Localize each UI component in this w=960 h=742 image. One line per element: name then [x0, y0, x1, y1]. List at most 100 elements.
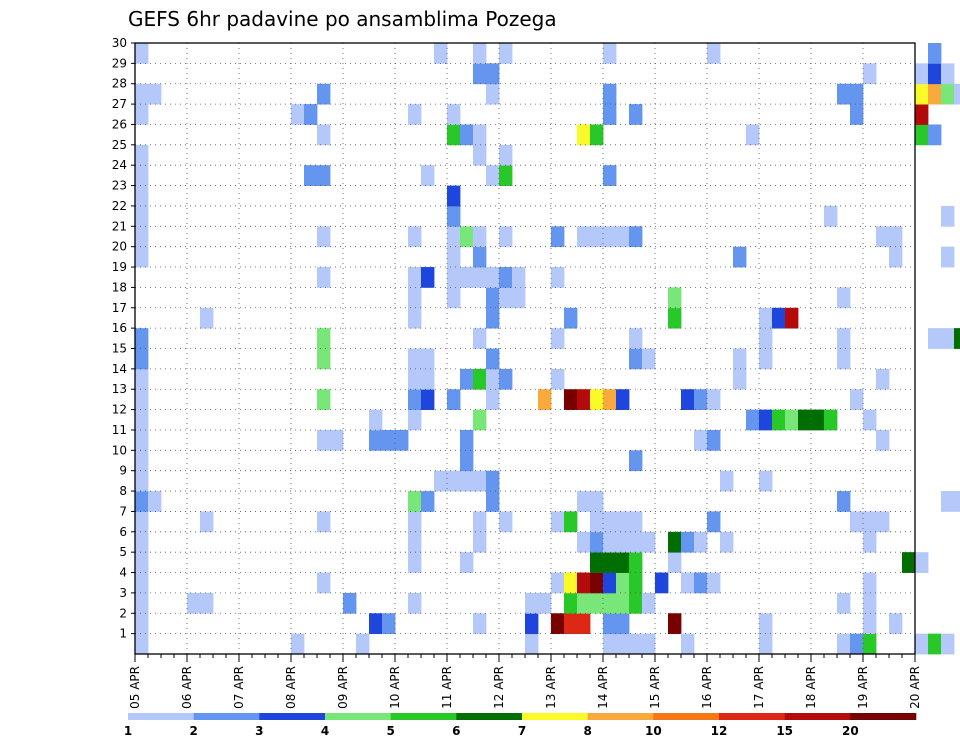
- heatmap-cell: [408, 267, 422, 288]
- y-tick-label: 13: [112, 382, 127, 396]
- heatmap-cell: [603, 592, 617, 614]
- heatmap-cell: [291, 633, 305, 655]
- heatmap-cell: [551, 613, 565, 635]
- heatmap-cell: [551, 368, 565, 390]
- heatmap-cell: [460, 429, 474, 451]
- heatmap-cell: [681, 531, 695, 553]
- heatmap-cell: [824, 409, 838, 431]
- heatmap-cell: [473, 63, 487, 85]
- heatmap-cell: [473, 226, 487, 248]
- heatmap-cell: [876, 368, 890, 390]
- heatmap-cell: [915, 63, 929, 85]
- colorbar-segment: [850, 713, 917, 720]
- heatmap-cell: [837, 633, 851, 655]
- heatmap-cell: [473, 328, 487, 349]
- heatmap-cell: [486, 491, 500, 512]
- colorbar-segment: [587, 713, 654, 720]
- heatmap-cell: [447, 470, 461, 492]
- heatmap-cell: [590, 226, 604, 248]
- heatmap-cell: [928, 43, 942, 64]
- heatmap-cell: [447, 246, 461, 268]
- heatmap-cell: [486, 83, 500, 105]
- heatmap-cell: [577, 491, 591, 512]
- heatmap-cell: [590, 552, 604, 573]
- colorbar-segment: [456, 713, 523, 720]
- heatmap-cell: [603, 613, 617, 635]
- heatmap-cell: [135, 633, 149, 655]
- heatmap-cell: [720, 470, 734, 492]
- heatmap-cell: [603, 104, 617, 125]
- heatmap-cell: [928, 63, 942, 85]
- heatmap-cell: [889, 246, 903, 268]
- heatmap-cell: [954, 83, 960, 105]
- heatmap-cell: [473, 613, 487, 635]
- x-tick-label: 12 APR: [492, 666, 506, 709]
- heatmap-cell: [421, 368, 435, 390]
- heatmap-cell: [551, 511, 565, 533]
- heatmap-cell: [473, 144, 487, 166]
- heatmap-cell: [408, 348, 422, 370]
- heatmap-cell: [915, 124, 929, 146]
- heatmap-cell: [941, 491, 955, 512]
- y-tick-label: 24: [112, 158, 127, 172]
- heatmap-cell: [317, 572, 331, 594]
- heatmap-cell: [759, 348, 773, 370]
- y-tick-label: 26: [112, 117, 127, 131]
- heatmap-cell: [746, 124, 760, 146]
- heatmap-cell: [317, 511, 331, 533]
- heatmap-cell: [135, 165, 149, 186]
- heatmap-cell: [707, 511, 721, 533]
- heatmap-cell: [135, 572, 149, 594]
- heatmap-cell: [135, 613, 149, 635]
- heatmap-cell: [551, 328, 565, 349]
- heatmap-cell: [564, 307, 578, 329]
- heatmap-cell: [460, 470, 474, 492]
- heatmap-cell: [187, 592, 201, 614]
- heatmap-cell: [304, 165, 318, 186]
- heatmap-cell: [486, 389, 500, 410]
- heatmap-cell: [317, 124, 331, 146]
- heatmap-cell: [408, 491, 422, 512]
- x-tick-label: 08 APR: [284, 666, 298, 709]
- heatmap-cell: [304, 104, 318, 125]
- x-tick-labels: 05 APR 06 APR 07 APR 08 APR 09 APR 10 APR 11 A…: [128, 666, 922, 709]
- heatmap-cell: [421, 165, 435, 186]
- colorbar-segment: [784, 713, 851, 720]
- heatmap-cell: [629, 104, 643, 125]
- heatmap-cell: [434, 470, 448, 492]
- heatmap-cell: [499, 144, 513, 166]
- heatmap-cell: [707, 43, 721, 64]
- heatmap-cell: [473, 267, 487, 288]
- heatmap-cell: [473, 511, 487, 533]
- y-tick-label: 5: [119, 545, 127, 559]
- heatmap-cell: [941, 63, 955, 85]
- heatmap-cell: [499, 368, 513, 390]
- heatmap-cell: [291, 104, 305, 125]
- heatmap-cell: [928, 633, 942, 655]
- heatmap-cell: [135, 389, 149, 410]
- heatmap-cell: [473, 409, 487, 431]
- heatmap-cell: [577, 613, 591, 635]
- heatmap-cell: [551, 226, 565, 248]
- heatmap-cell: [447, 226, 461, 248]
- heatmap-cell: [499, 511, 513, 533]
- heatmap-cell: [616, 389, 630, 410]
- heatmap-cell: [590, 491, 604, 512]
- heatmap-cell: [135, 429, 149, 451]
- heatmap-cell: [408, 552, 422, 573]
- heatmap-cell: [616, 511, 630, 533]
- heatmap-cell: [564, 389, 578, 410]
- y-tick-label: 9: [119, 464, 127, 478]
- heatmap-cell: [447, 267, 461, 288]
- heatmap-cell: [954, 328, 960, 349]
- heatmap-cell: [616, 552, 630, 573]
- heatmap-cell: [629, 572, 643, 594]
- y-tick-label: 16: [112, 321, 127, 335]
- heatmap-cell: [863, 511, 877, 533]
- heatmap-cell: [148, 491, 162, 512]
- heatmap-cell: [785, 307, 799, 329]
- heatmap-cell: [837, 287, 851, 309]
- heatmap-cell: [759, 307, 773, 329]
- heatmap-cell: [616, 531, 630, 553]
- heatmap-cell: [863, 63, 877, 85]
